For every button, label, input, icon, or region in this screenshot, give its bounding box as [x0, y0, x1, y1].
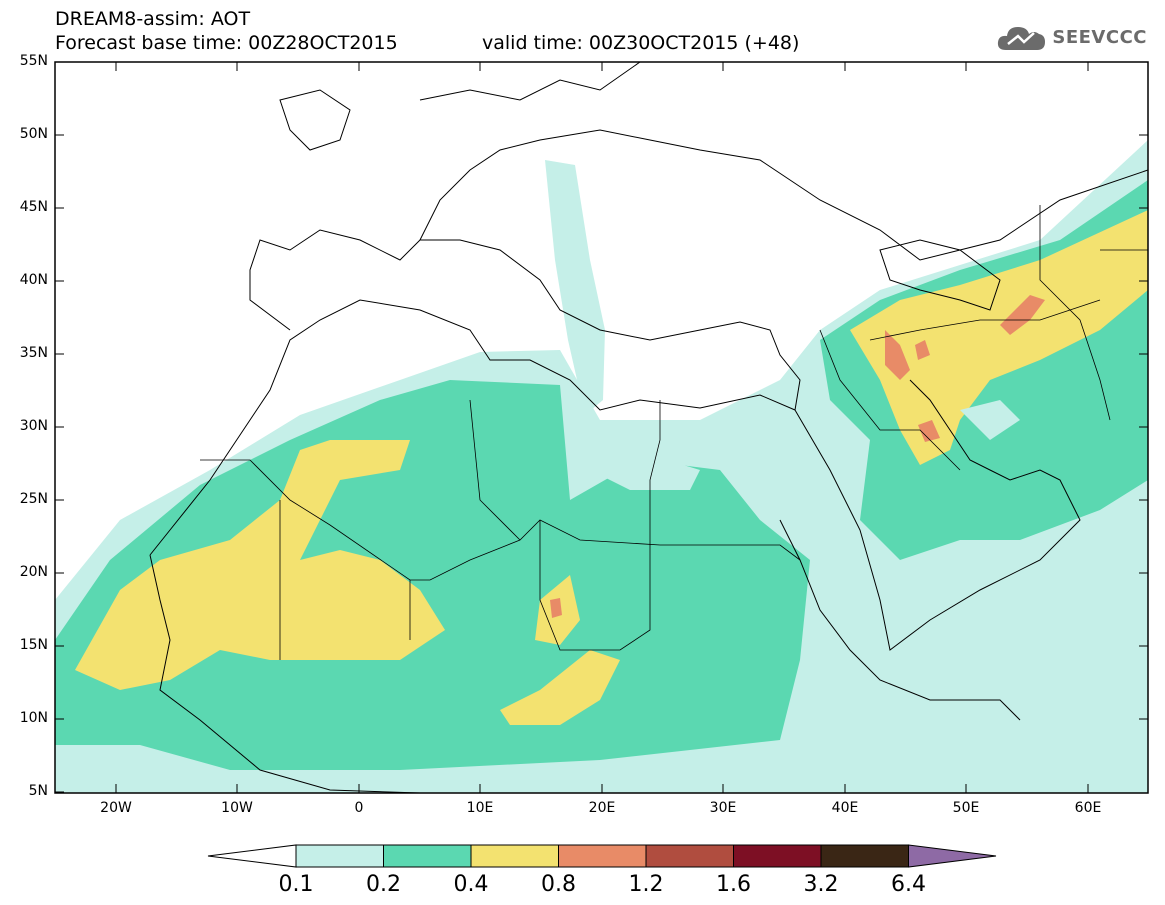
aot-band-0.8-1.2-kuwait	[918, 420, 940, 442]
aot-band-0.8-1.2-chad	[550, 598, 562, 618]
colorbar-tick: 0.1	[278, 872, 314, 897]
lon-label: 60E	[1074, 800, 1102, 816]
lat-label: 20N	[19, 564, 48, 580]
colorbar-tick: 0.4	[453, 872, 489, 897]
lon-label: 10W	[221, 800, 253, 816]
colorbar-tick: 6.4	[891, 872, 926, 897]
lon-label: 20E	[588, 800, 616, 816]
aot-low-hole-egypt	[590, 455, 700, 490]
seevccc-logo: SEEVCCC	[996, 22, 1147, 52]
colorbar-tick: 3.2	[803, 872, 839, 897]
colorbar	[207, 844, 997, 868]
logo-text: SEEVCCC	[1052, 26, 1147, 48]
lat-label: 55N	[19, 53, 48, 69]
colorbar-tick: 0.2	[366, 872, 401, 897]
lat-label: 10N	[19, 710, 48, 726]
title-line-1: DREAM8-assim: AOT	[55, 8, 251, 30]
lon-label: 30E	[709, 800, 737, 816]
lon-label: 0	[354, 800, 364, 816]
lat-label: 25N	[19, 491, 48, 507]
aot-band-0.4-0.8-central	[500, 650, 620, 725]
aot-low-hole-saudi	[960, 400, 1020, 440]
aot-band-0.8-1.2-iraq	[885, 330, 910, 380]
colorbar-under-arrow	[207, 844, 297, 868]
aot-band-0.8-1.2-iraq2	[915, 340, 930, 360]
lat-label: 35N	[19, 345, 48, 361]
valid-time: valid time: 00Z30OCT2015 (+48)	[482, 32, 800, 54]
colorbar-over-arrow	[908, 844, 997, 868]
aot-field	[55, 62, 1148, 793]
colorbar-tick: 0.8	[541, 872, 576, 897]
lon-label: 10E	[466, 800, 494, 816]
borders	[200, 205, 1148, 660]
aot-band-0.4-0.8-sahel	[75, 440, 445, 690]
colorbar-bin-6	[733, 844, 822, 868]
lat-label: 30N	[19, 418, 48, 434]
colorbar-bin-7	[820, 844, 909, 868]
colorbar-bin-4	[558, 844, 647, 868]
axis-ticks	[55, 61, 1148, 793]
colorbar-bin-3	[470, 844, 559, 868]
coastlines	[149, 62, 1148, 793]
lat-label: 5N	[28, 783, 48, 799]
forecast-base-time: Forecast base time: 00Z28OCT2015	[55, 32, 398, 54]
colorbar-bin-1	[295, 844, 384, 868]
aot-band-0.8-1.2-iran	[1000, 295, 1045, 335]
lat-label: 40N	[19, 272, 48, 288]
lon-label: 40E	[831, 800, 859, 816]
colorbar-bin-5	[645, 844, 734, 868]
lon-label: 50E	[952, 800, 980, 816]
lat-label: 15N	[19, 637, 48, 653]
colorbar-tick: 1.2	[628, 872, 664, 897]
lon-label: 20W	[100, 800, 132, 816]
lat-label: 45N	[19, 199, 48, 215]
aot-plume-adriatic	[545, 160, 605, 415]
cloud-icon	[998, 27, 1046, 50]
aot-band-0.4-0.8-east	[850, 210, 1148, 465]
lat-label: 50N	[19, 126, 48, 142]
colorbar-bin-2	[383, 844, 472, 868]
colorbar-tick: 1.6	[716, 872, 751, 897]
